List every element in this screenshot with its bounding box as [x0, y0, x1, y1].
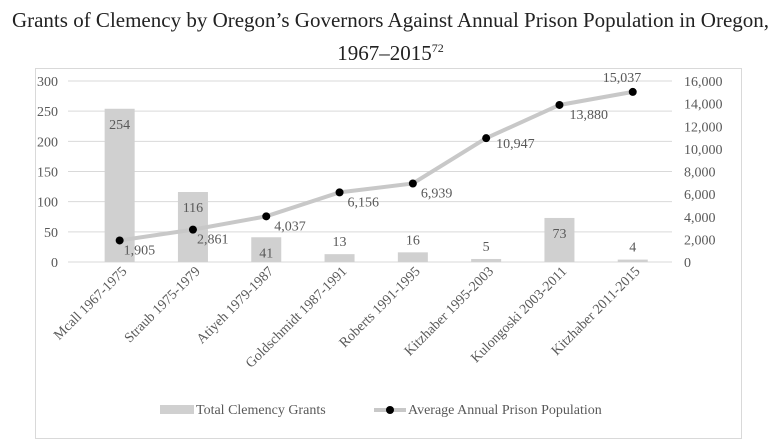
line-point [262, 212, 271, 221]
line-label: 13,880 [569, 108, 608, 123]
right-tick-label: 16,000 [684, 75, 723, 90]
line-series [119, 89, 634, 243]
line-point [115, 236, 124, 245]
chart-frame [35, 68, 742, 439]
left-tick-label: 250 [37, 105, 58, 120]
bar-label: 13 [333, 235, 347, 250]
chart-title-text: Grants of Clemency by Oregon’s Governors… [11, 8, 770, 65]
title-footnote: 72 [431, 41, 444, 55]
left-tick-label: 300 [37, 75, 58, 90]
left-tick-label: 100 [37, 196, 58, 211]
left-tick-label: 200 [37, 135, 58, 150]
legend-line-marker [386, 406, 394, 414]
bar-label: 73 [552, 227, 566, 242]
line-point [628, 87, 637, 96]
legend-line-label: Average Annual Prison Population [408, 403, 602, 418]
line-point [335, 188, 344, 197]
right-tick-label: 4,000 [684, 211, 716, 226]
legend-bar-label: Total Clemency Grants [196, 403, 326, 418]
chart-title: Grants of Clemency by Oregon’s Governors… [0, 6, 781, 67]
left-tick-label: 50 [44, 226, 58, 241]
bar [471, 258, 502, 262]
line-point [408, 179, 417, 188]
right-tick-label: 6,000 [684, 188, 716, 203]
x-tick-label: Atiyeh 1979-1987 [194, 264, 277, 347]
bar [324, 254, 355, 262]
bar-label: 16 [406, 233, 420, 248]
x-tick-label: Mcall 1967-1975 [51, 264, 130, 343]
x-tick-label: Roberts 1991-1995 [337, 264, 424, 351]
bar [617, 259, 648, 262]
bar [397, 252, 428, 262]
right-tick-label: 10,000 [684, 143, 723, 158]
line-label: 6,939 [421, 187, 453, 202]
bar-label: 41 [259, 246, 273, 261]
line-label: 15,037 [603, 71, 642, 86]
bar-label: 116 [183, 201, 203, 216]
line-point [482, 134, 491, 143]
line-point [188, 225, 197, 234]
right-tick-label: 14,000 [684, 98, 723, 113]
line-label: 10,947 [496, 137, 535, 152]
bar-label: 5 [483, 240, 490, 255]
left-tick-label: 150 [37, 166, 58, 181]
bar-label: 254 [109, 118, 130, 133]
right-tick-label: 0 [684, 256, 691, 271]
line-label: 2,861 [197, 233, 229, 248]
left-tick-label: 0 [51, 256, 58, 271]
right-tick-label: 2,000 [684, 233, 716, 248]
bar [544, 217, 575, 262]
legend-bar-swatch [160, 405, 194, 414]
line-label: 6,156 [348, 195, 380, 210]
line-label: 4,037 [274, 219, 306, 234]
right-tick-label: 8,000 [684, 166, 716, 181]
line-label: 1,905 [124, 243, 155, 258]
x-tick-label: Straub 1975-1979 [122, 264, 204, 346]
bar [251, 237, 282, 262]
bar-label: 4 [629, 241, 636, 256]
line-point [555, 100, 564, 109]
right-tick-label: 12,000 [684, 120, 723, 135]
